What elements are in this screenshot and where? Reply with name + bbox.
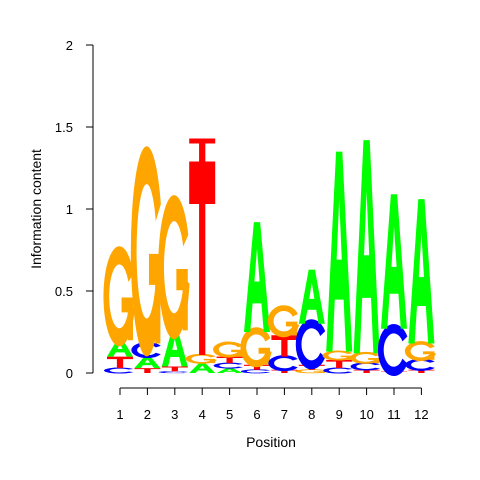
x-tick-label: 1 <box>116 407 123 422</box>
letter-c <box>104 367 134 374</box>
letter-a <box>381 194 407 329</box>
letter-t <box>107 356 133 369</box>
y-axis: 0 0.5 1 1.5 2 <box>55 38 94 381</box>
letter-g <box>322 350 354 361</box>
letter-a <box>408 199 435 344</box>
letter-c <box>268 355 298 372</box>
y-tick-label: 2 <box>66 38 73 53</box>
x-tick-label: 4 <box>199 407 206 422</box>
letter-g <box>103 246 135 347</box>
x-tick-label: 11 <box>387 407 401 422</box>
letter-c <box>158 371 189 374</box>
logo-column <box>295 269 327 374</box>
y-tick-label: 1.5 <box>55 120 73 135</box>
letter-a <box>353 140 380 354</box>
y-tick-label: 0.5 <box>55 284 73 299</box>
letter-c <box>350 362 380 371</box>
x-tick-label: 7 <box>281 407 288 422</box>
letter-a <box>161 330 188 367</box>
letter-a <box>326 151 353 352</box>
letter-t <box>216 356 243 364</box>
letter-g <box>158 195 190 340</box>
x-tick-label: 8 <box>308 407 315 422</box>
x-tick-label: 12 <box>414 407 428 422</box>
logo-column <box>350 140 382 373</box>
x-tick-label: 5 <box>226 407 233 422</box>
letter-c <box>323 367 353 374</box>
logo-column <box>158 195 190 374</box>
letter-g <box>267 305 300 338</box>
y-axis-title: Information content <box>28 149 44 269</box>
letter-a <box>244 222 270 332</box>
letter-t <box>134 368 161 373</box>
x-tick-label: 10 <box>359 407 373 422</box>
logo-column <box>377 194 408 377</box>
letter-g <box>404 341 437 362</box>
x-tick-label: 6 <box>253 407 260 422</box>
letter-a <box>298 269 325 324</box>
logo-column <box>130 146 163 373</box>
letter-c <box>405 358 435 371</box>
letter-t <box>326 359 353 369</box>
letter-c <box>241 369 271 374</box>
letter-g <box>130 146 163 357</box>
letter-g <box>185 353 217 364</box>
letter-g <box>350 351 382 364</box>
letter-a <box>216 368 243 373</box>
logo-column <box>185 138 217 373</box>
letter-t <box>408 369 435 373</box>
logo-column <box>267 305 300 373</box>
letter-t <box>189 161 216 355</box>
y-tick-label: 1 <box>66 202 73 217</box>
letter-g <box>213 341 245 358</box>
letter-a <box>134 356 161 369</box>
letter-stacks <box>103 138 437 377</box>
logo-column <box>322 151 354 374</box>
letter-t <box>271 335 298 357</box>
letter-g <box>240 327 272 368</box>
letter-c <box>213 362 243 369</box>
letter-c <box>377 324 408 377</box>
letter-t <box>189 138 216 162</box>
logo-column <box>240 222 272 374</box>
letter-a <box>107 340 133 357</box>
logo-column <box>404 199 437 373</box>
x-axis: 1 2 3 4 5 6 7 8 9 10 11 12 <box>116 387 429 422</box>
x-tick-label: 3 <box>171 407 178 422</box>
x-axis-title: Position <box>246 434 296 450</box>
logo-column <box>103 246 135 374</box>
logo-column <box>213 341 245 373</box>
x-tick-label: 9 <box>336 407 343 422</box>
letter-t <box>353 369 380 373</box>
x-tick-label: 2 <box>144 407 151 422</box>
letter-t <box>271 369 298 373</box>
letter-a <box>189 363 216 373</box>
letter-g <box>295 369 327 374</box>
letter-c <box>295 319 326 370</box>
y-tick-label: 0 <box>66 366 73 381</box>
letter-t <box>161 366 188 372</box>
